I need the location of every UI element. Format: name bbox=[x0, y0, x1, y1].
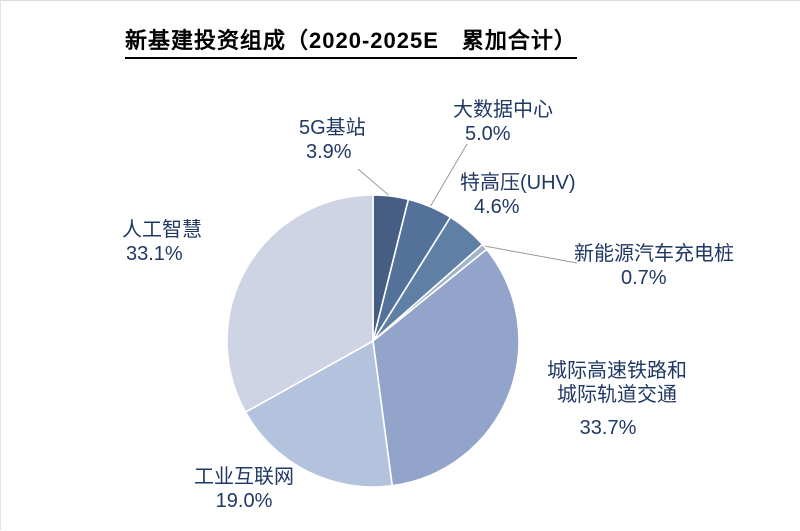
slice-label-5g-base-station: 5G基站 3.9% bbox=[299, 116, 366, 164]
slice-label-name-line1: 城际高速铁路和 bbox=[547, 360, 687, 382]
pie-slice-6 bbox=[226, 194, 374, 414]
slice-label-big-data-center: 大数据中心 5.0% bbox=[453, 98, 553, 146]
slice-label-intercity-rail: 城际高速铁路和 城际轨道交通 33.7% bbox=[547, 359, 687, 440]
leader-line-5g-base-station bbox=[357, 168, 393, 199]
slice-label-name-line2: 城际轨道交通 bbox=[557, 384, 677, 406]
slice-label-percent: 3.9% bbox=[306, 141, 352, 163]
leader-line-ev-charging bbox=[478, 244, 578, 264]
slice-label-name: 5G基站 bbox=[299, 117, 366, 139]
slice-label-percent: 0.7% bbox=[621, 267, 667, 289]
slice-label-name: 新能源汽车充电桩 bbox=[574, 243, 734, 265]
slice-label-percent: 4.6% bbox=[474, 196, 520, 218]
slice-label-artificial-intelligence: 人工智慧 33.1% bbox=[122, 218, 202, 266]
slice-label-uhv: 特高压(UHV) 4.6% bbox=[460, 171, 576, 219]
leader-lines bbox=[357, 143, 578, 264]
slice-label-percent: 5.0% bbox=[465, 123, 511, 145]
chart-title: 新基建投资组成（2020-2025E 累加合计） bbox=[125, 23, 577, 59]
slice-label-industrial-internet: 工业互联网 19.0% bbox=[194, 465, 294, 513]
pie-slices-group bbox=[226, 194, 520, 488]
slice-label-name: 特高压(UHV) bbox=[460, 172, 576, 194]
slice-label-percent: 33.1% bbox=[126, 243, 183, 265]
slice-label-percent: 19.0% bbox=[215, 490, 273, 512]
slice-label-name: 大数据中心 bbox=[453, 99, 553, 121]
pie-slice-4 bbox=[372, 248, 520, 487]
slice-label-ev-charging: 新能源汽车充电桩 0.7% bbox=[574, 242, 734, 290]
slice-label-name: 人工智慧 bbox=[122, 219, 202, 241]
pie-slice-5 bbox=[244, 339, 394, 488]
leader-line-big-data-center bbox=[429, 143, 468, 208]
slice-label-percent: 33.7% bbox=[579, 417, 637, 439]
slice-label-name: 工业互联网 bbox=[194, 466, 294, 488]
